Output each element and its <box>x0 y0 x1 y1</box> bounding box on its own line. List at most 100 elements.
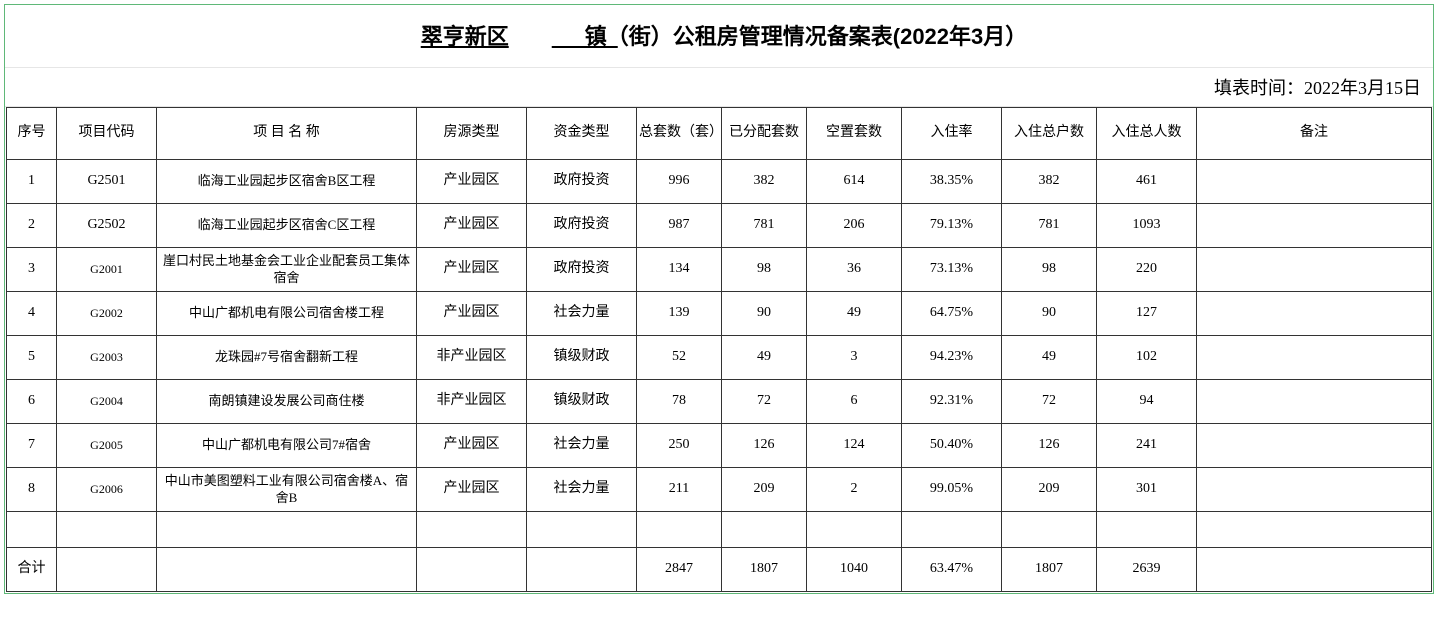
td-name: 中山市美图塑料工业有限公司宿舍楼A、宿舍B <box>157 468 417 512</box>
fill-time-label: 填表时间： <box>1214 78 1304 98</box>
td-total-remark <box>1197 548 1432 592</box>
td-total: 52 <box>637 336 722 380</box>
td-fund-type: 社会力量 <box>527 292 637 336</box>
empty-cell <box>7 512 57 548</box>
td-households: 72 <box>1002 380 1097 424</box>
td-people: 301 <box>1097 468 1197 512</box>
empty-cell <box>1197 512 1432 548</box>
td-housing-type: 非产业园区 <box>417 380 527 424</box>
table-row: 5G2003龙珠园#7号宿舍翻新工程非产业园区镇级财政5249394.23%49… <box>7 336 1432 380</box>
th-people: 入住总人数 <box>1097 108 1197 160</box>
td-fund-type: 镇级财政 <box>527 336 637 380</box>
td-rate: 92.31% <box>902 380 1002 424</box>
td-allocated: 98 <box>722 248 807 292</box>
th-households: 入住总户数 <box>1002 108 1097 160</box>
td-people: 127 <box>1097 292 1197 336</box>
table-row: 2G2502临海工业园起步区宿舍C区工程产业园区政府投资98778120679.… <box>7 204 1432 248</box>
table-row: 8G2006中山市美图塑料工业有限公司宿舍楼A、宿舍B产业园区社会力量21120… <box>7 468 1432 512</box>
table-row: 7G2005中山广都机电有限公司7#宿舍产业园区社会力量25012612450.… <box>7 424 1432 468</box>
td-rate: 38.35% <box>902 160 1002 204</box>
td-rate: 79.13% <box>902 204 1002 248</box>
th-housing-type: 房源类型 <box>417 108 527 160</box>
empty-cell <box>1002 512 1097 548</box>
td-households: 90 <box>1002 292 1097 336</box>
td-vacant: 36 <box>807 248 902 292</box>
fill-time-row: 填表时间：2022年3月15日 <box>5 68 1433 107</box>
td-total-rate: 63.47% <box>902 548 1002 592</box>
td-code: G2005 <box>57 424 157 468</box>
td-remark <box>1197 468 1432 512</box>
td-vacant: 6 <box>807 380 902 424</box>
td-allocated: 90 <box>722 292 807 336</box>
td-housing-type: 产业园区 <box>417 424 527 468</box>
td-people: 94 <box>1097 380 1197 424</box>
td-vacant: 614 <box>807 160 902 204</box>
empty-row <box>7 512 1432 548</box>
td-seq: 2 <box>7 204 57 248</box>
td-name: 崖口村民土地基金会工业企业配套员工集体宿舍 <box>157 248 417 292</box>
td-households: 126 <box>1002 424 1097 468</box>
td-fund-type: 政府投资 <box>527 248 637 292</box>
td-name: 临海工业园起步区宿舍B区工程 <box>157 160 417 204</box>
td-name: 中山广都机电有限公司7#宿舍 <box>157 424 417 468</box>
td-total-name <box>157 548 417 592</box>
td-code: G2003 <box>57 336 157 380</box>
table-header: 序号 项目代码 项 目 名 称 房源类型 资金类型 总套数（套） 已分配套数 空… <box>7 108 1432 160</box>
td-code: G2501 <box>57 160 157 204</box>
td-code: G2002 <box>57 292 157 336</box>
td-total-housing <box>417 548 527 592</box>
report-container: 翠亨新区 镇（街）公租房管理情况备案表(2022年3月） 填表时间：2022年3… <box>4 4 1434 594</box>
td-total: 987 <box>637 204 722 248</box>
td-people: 1093 <box>1097 204 1197 248</box>
td-housing-type: 产业园区 <box>417 160 527 204</box>
td-remark <box>1197 248 1432 292</box>
title-row: 翠亨新区 镇（街）公租房管理情况备案表(2022年3月） <box>5 5 1433 68</box>
td-code: G2502 <box>57 204 157 248</box>
empty-cell <box>807 512 902 548</box>
td-total-code <box>57 548 157 592</box>
td-rate: 73.13% <box>902 248 1002 292</box>
td-name: 临海工业园起步区宿舍C区工程 <box>157 204 417 248</box>
td-vacant: 124 <box>807 424 902 468</box>
td-total-total: 2847 <box>637 548 722 592</box>
table-row: 3G2001崖口村民土地基金会工业企业配套员工集体宿舍产业园区政府投资13498… <box>7 248 1432 292</box>
header-row: 序号 项目代码 项 目 名 称 房源类型 资金类型 总套数（套） 已分配套数 空… <box>7 108 1432 160</box>
page-title: 翠亨新区 镇（街）公租房管理情况备案表(2022年3月） <box>411 24 1028 49</box>
td-seq: 1 <box>7 160 57 204</box>
empty-cell <box>57 512 157 548</box>
td-remark <box>1197 424 1432 468</box>
th-total-units: 总套数（套） <box>637 108 722 160</box>
td-total: 250 <box>637 424 722 468</box>
empty-cell <box>722 512 807 548</box>
td-allocated: 126 <box>722 424 807 468</box>
td-households: 98 <box>1002 248 1097 292</box>
th-seq: 序号 <box>7 108 57 160</box>
td-households: 382 <box>1002 160 1097 204</box>
empty-cell <box>637 512 722 548</box>
td-allocated: 209 <box>722 468 807 512</box>
td-vacant: 2 <box>807 468 902 512</box>
td-remark <box>1197 336 1432 380</box>
td-households: 781 <box>1002 204 1097 248</box>
table-body: 1G2501临海工业园起步区宿舍B区工程产业园区政府投资99638261438.… <box>7 160 1432 592</box>
th-vacant: 空置套数 <box>807 108 902 160</box>
td-people: 102 <box>1097 336 1197 380</box>
td-rate: 50.40% <box>902 424 1002 468</box>
td-vacant: 3 <box>807 336 902 380</box>
td-remark <box>1197 204 1432 248</box>
td-name: 南朗镇建设发展公司商住楼 <box>157 380 417 424</box>
empty-cell <box>527 512 637 548</box>
table-row: 4G2002中山广都机电有限公司宿舍楼工程产业园区社会力量139904964.7… <box>7 292 1432 336</box>
td-seq: 6 <box>7 380 57 424</box>
td-fund-type: 镇级财政 <box>527 380 637 424</box>
table-row: 6G2004南朗镇建设发展公司商住楼非产业园区镇级财政7872692.31%72… <box>7 380 1432 424</box>
td-seq: 5 <box>7 336 57 380</box>
td-housing-type: 产业园区 <box>417 468 527 512</box>
fill-time-value: 2022年3月15日 <box>1304 78 1421 98</box>
td-name: 龙珠园#7号宿舍翻新工程 <box>157 336 417 380</box>
td-seq: 4 <box>7 292 57 336</box>
empty-cell <box>902 512 1002 548</box>
td-fund-type: 社会力量 <box>527 468 637 512</box>
td-households: 209 <box>1002 468 1097 512</box>
th-remark: 备注 <box>1197 108 1432 160</box>
